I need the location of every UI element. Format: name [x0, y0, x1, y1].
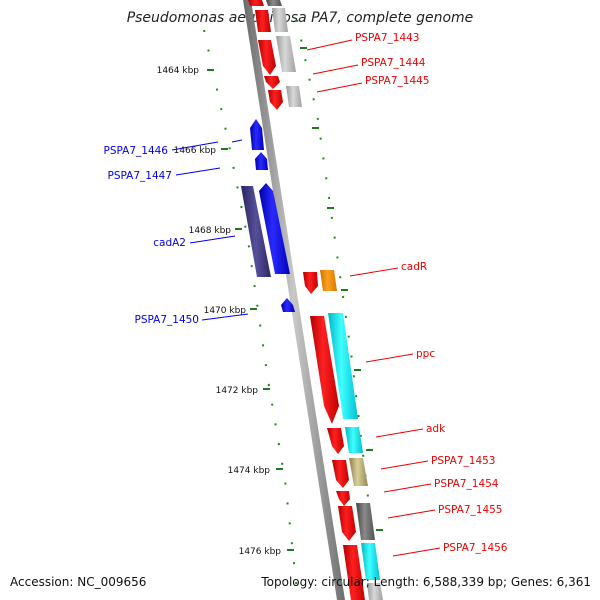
- tick-label: 1474 kbp: [228, 466, 271, 476]
- gene-arrow: [336, 491, 350, 506]
- gene-label[interactable]: PSPA7_1453: [431, 455, 496, 467]
- gene-label[interactable]: cadA2: [153, 237, 186, 249]
- leader-line: [375, 428, 424, 438]
- genome-summary-text: Topology: circular; Length: 6,588,339 bp…: [261, 575, 591, 589]
- gene-arrow: [338, 506, 356, 541]
- gene-arrow: [361, 543, 380, 580]
- leader-line: [365, 353, 414, 363]
- gene-label[interactable]: PSPA7_1454: [434, 478, 499, 490]
- gene-arrow: [303, 272, 318, 294]
- tick-label: 1466 kbp: [174, 146, 217, 156]
- accession-text: Accession: NC_009656: [10, 575, 147, 589]
- gene-arrow: [266, 0, 282, 6]
- gene-arrow: [255, 152, 268, 170]
- leader-line: [387, 509, 436, 519]
- genome-backbone: [243, 0, 345, 600]
- leader-line: [175, 167, 221, 176]
- gene-arrow: [250, 119, 264, 150]
- gene-arrow: [259, 183, 290, 274]
- gene-arrow: [281, 298, 295, 312]
- forward-strand-genes: [248, 0, 383, 600]
- leader-line: [392, 547, 441, 557]
- gene-label[interactable]: PSPA7_1444: [361, 57, 426, 69]
- gene-arrow: [286, 86, 302, 107]
- leader-line: [189, 235, 236, 244]
- gene-arrow: [241, 186, 271, 277]
- tick-label: 1472 kbp: [216, 386, 259, 396]
- gene-label[interactable]: PSPA7_1443: [355, 32, 420, 44]
- leader-line: [383, 483, 432, 493]
- gene-arrow: [310, 316, 339, 424]
- map-title: Pseudomonas aeruginosa PA7, complete gen…: [126, 10, 474, 26]
- gene-arrow: [276, 36, 296, 72]
- gene-arrow: [356, 503, 375, 540]
- gene-arrow: [272, 8, 288, 32]
- leader-line: [306, 39, 353, 51]
- gene-arrow: [258, 40, 276, 75]
- gene-label[interactable]: PSPA7_1446: [104, 145, 169, 157]
- leader-line: [201, 313, 249, 321]
- gene-arrow: [320, 270, 337, 291]
- tick-label: 1476 kbp: [239, 547, 282, 557]
- backbone-bar: [243, 0, 345, 600]
- tick-marks: [207, 47, 383, 551]
- gene-arrow: [332, 460, 349, 488]
- gene-arrow: [328, 313, 358, 419]
- gene-arrow: [248, 0, 264, 6]
- gene-label[interactable]: PSPA7_1450: [135, 314, 200, 326]
- gene-label[interactable]: PSPA7_1456: [443, 542, 508, 554]
- gene-arrow: [264, 76, 280, 89]
- leader-line: [349, 267, 399, 277]
- gene-label[interactable]: cadR: [401, 261, 427, 273]
- gene-arrow: [255, 10, 271, 32]
- gene-label[interactable]: adk: [426, 423, 446, 435]
- leader-line: [380, 460, 429, 470]
- leader-line: [312, 64, 359, 75]
- leader-line: [316, 82, 363, 93]
- gene-label[interactable]: ppc: [416, 348, 435, 360]
- gene-arrow: [345, 427, 363, 453]
- leader-line: [171, 141, 219, 151]
- gene-arrow: [349, 458, 368, 486]
- gene-arrow: [367, 583, 383, 600]
- gene-arrow: [343, 545, 365, 600]
- leader-line: [231, 139, 243, 143]
- label-leaders: [171, 39, 441, 557]
- gene-arrow: [327, 428, 344, 454]
- tick-label: 1464 kbp: [157, 66, 200, 76]
- gene-label[interactable]: PSPA7_1455: [438, 504, 503, 516]
- tick-label: 1468 kbp: [189, 226, 232, 236]
- gene-label[interactable]: PSPA7_1447: [108, 170, 173, 182]
- gene-label[interactable]: PSPA7_1445: [365, 75, 430, 87]
- tick-label: 1470 kbp: [204, 306, 247, 316]
- reverse-strand-genes: [241, 119, 295, 312]
- gene-arrow: [268, 90, 283, 110]
